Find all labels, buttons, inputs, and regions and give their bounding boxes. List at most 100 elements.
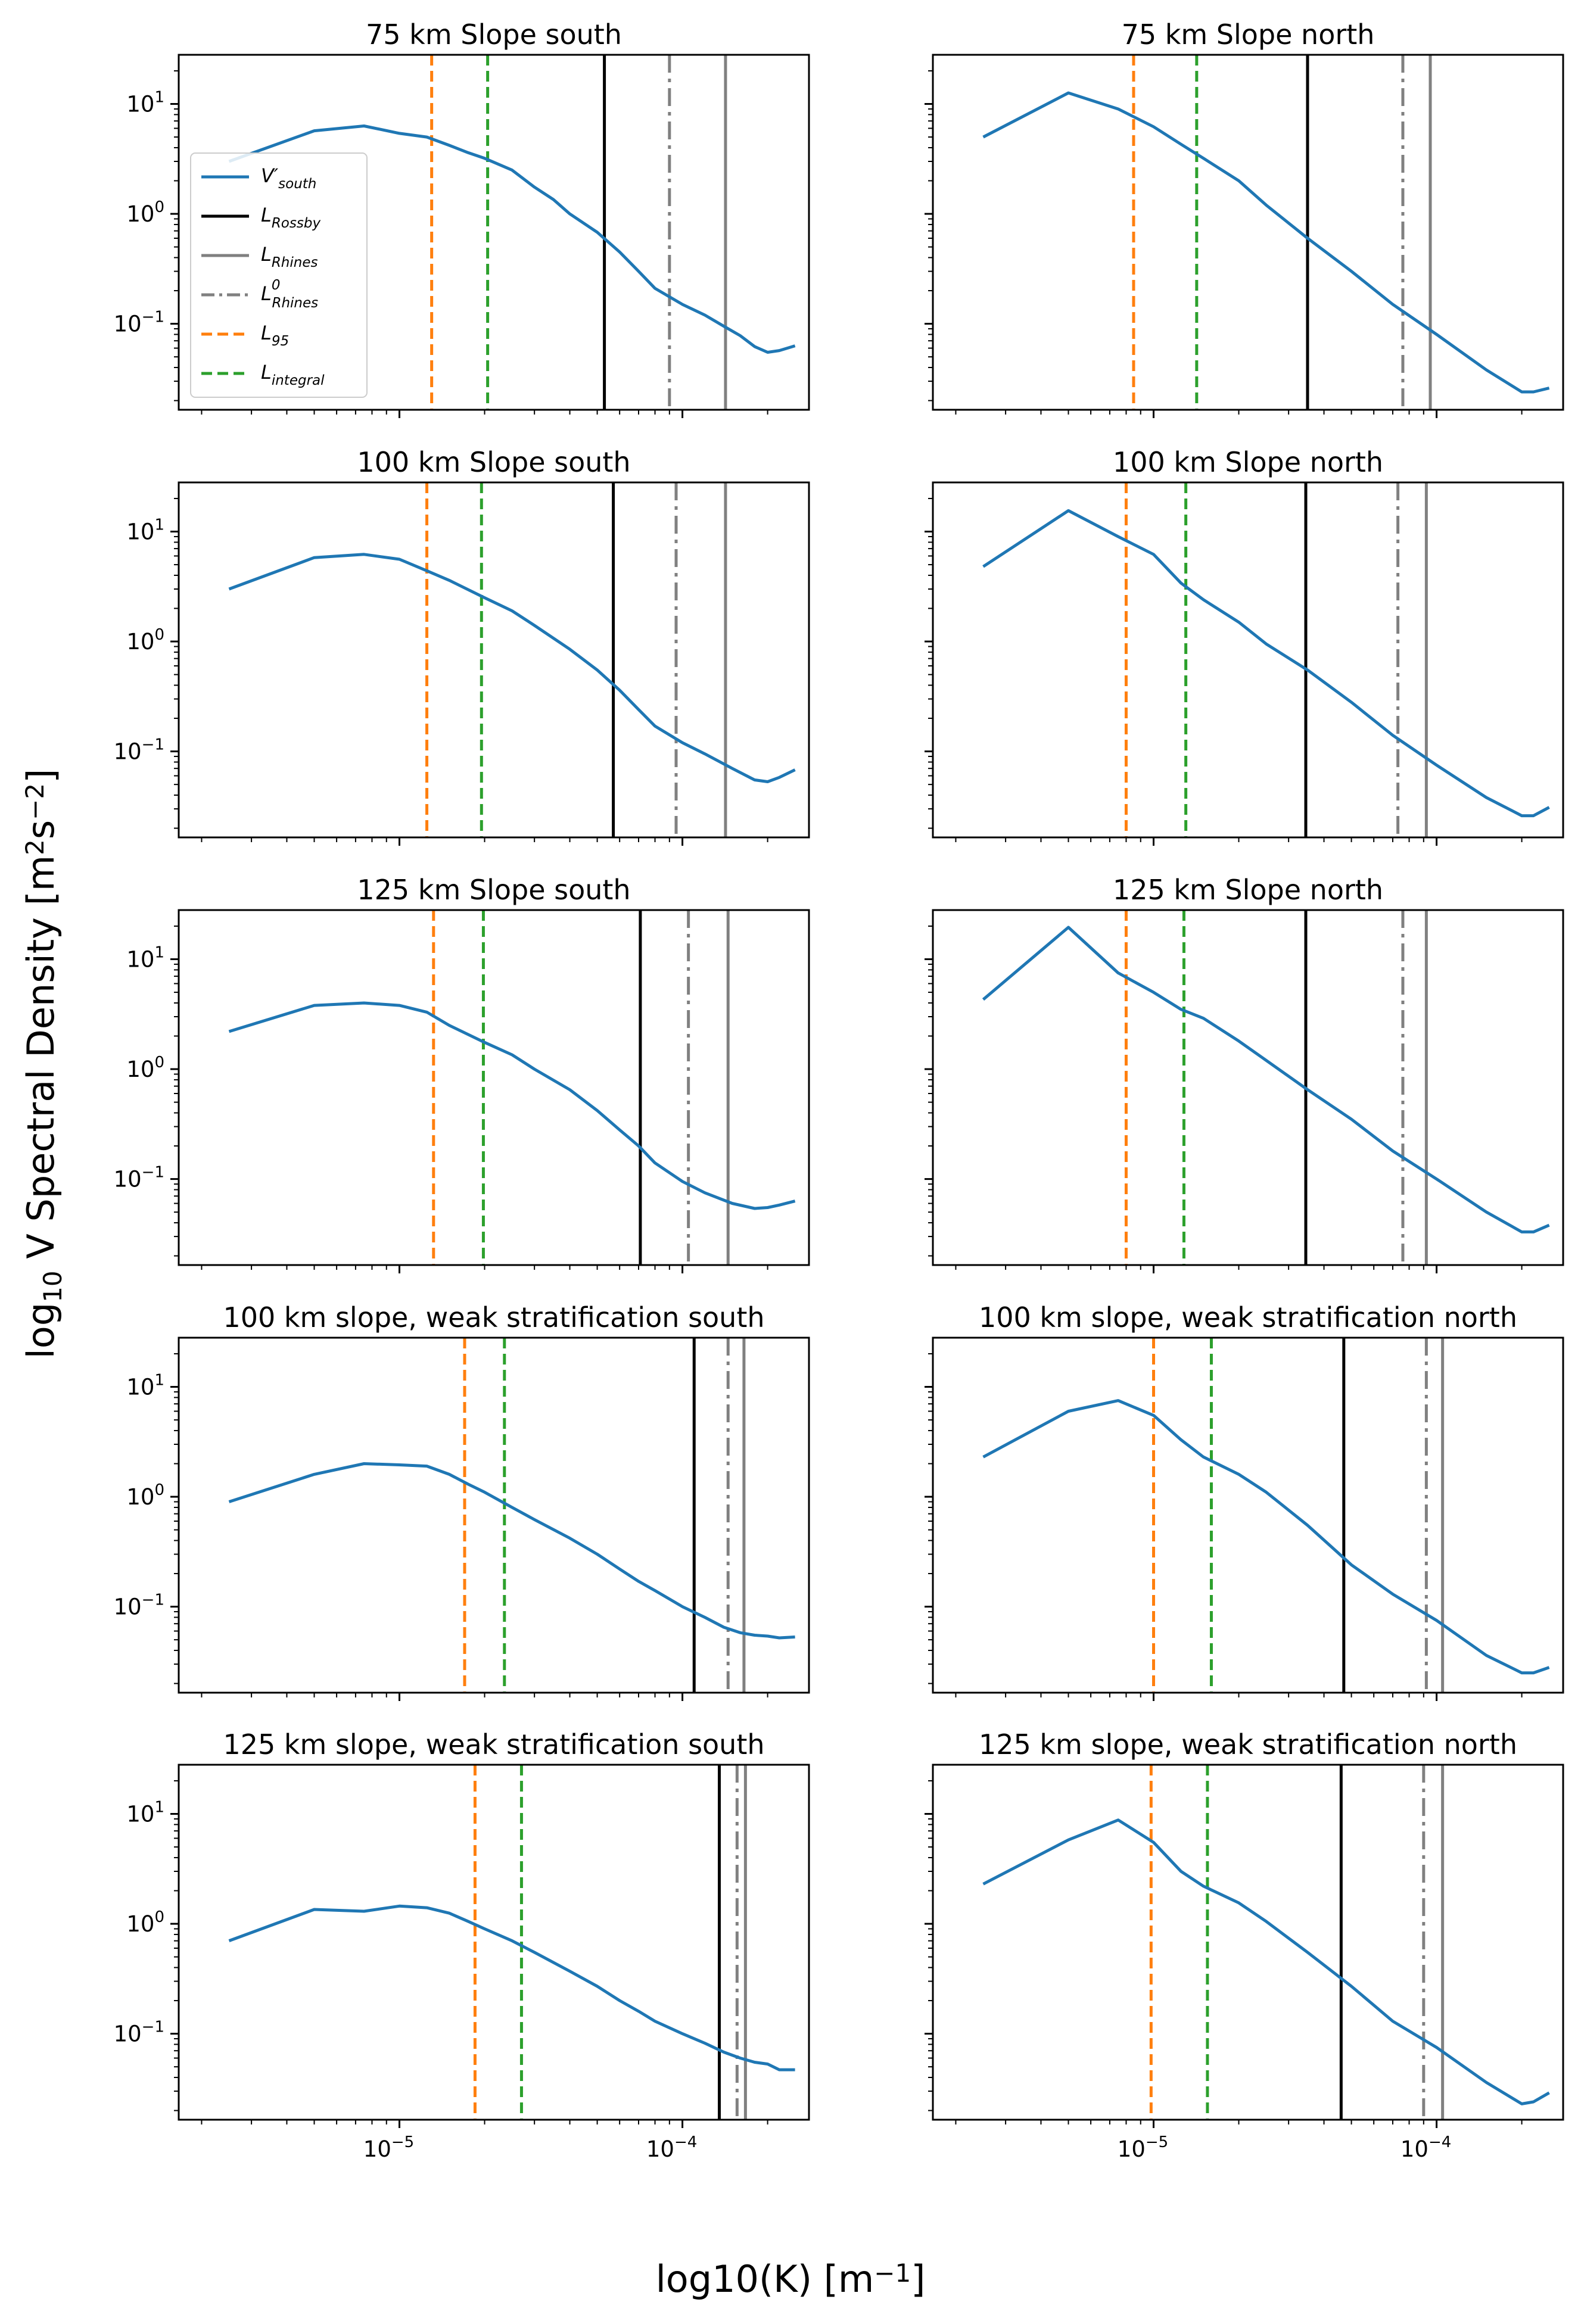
y-label-log: log xyxy=(19,1303,63,1359)
x-tick-label-base: 10 xyxy=(646,2136,674,2162)
y-tick-label-exp: −1 xyxy=(142,1591,164,1609)
legend-label: V′south xyxy=(261,164,316,192)
y-tick-label: 101 xyxy=(126,1372,164,1400)
series-line-vsouth xyxy=(228,124,796,354)
x-label-main: log10(K) [m xyxy=(656,2257,874,2301)
y-label-end: ] xyxy=(19,769,63,783)
y-tick-label-exp: 1 xyxy=(154,944,164,962)
x-tick-label-exp: −5 xyxy=(1146,2133,1168,2151)
subplot-6: 125 km Slope north xyxy=(925,874,1564,1273)
y-tick-label-base: 10 xyxy=(114,311,142,337)
legend-label: LRossby xyxy=(261,204,320,231)
y-tick-label-base: 10 xyxy=(126,1802,154,1827)
y-tick-label-exp: 1 xyxy=(154,89,164,107)
series-line-vsouth xyxy=(228,1001,796,1210)
legend-label-sub: integral xyxy=(272,373,325,388)
y-tick-label-exp: 0 xyxy=(154,626,164,644)
legend-label-base: V′ xyxy=(261,164,279,187)
legend-label: LRhines xyxy=(261,243,318,270)
axes-frame xyxy=(932,1764,1564,2121)
y-tick-label-exp: 0 xyxy=(154,1908,164,1926)
y-tick-label-base: 10 xyxy=(126,1375,154,1400)
y-tick-label-base: 10 xyxy=(114,739,142,765)
subplot-9: 125 km slope, weak stratification south 1… xyxy=(114,1728,810,2162)
legend-label-base: L xyxy=(261,361,272,384)
y-label-sup1: 2 xyxy=(20,839,49,855)
subplot-2: 75 km Slope north xyxy=(925,18,1564,418)
y-tick-label-exp: 0 xyxy=(154,1054,164,1071)
y-tick-label-exp: 0 xyxy=(154,198,164,216)
y-tick-label-base: 10 xyxy=(126,201,154,227)
x-tick-label: 10−5 xyxy=(1118,2133,1168,2162)
series-line-vsouth xyxy=(982,1818,1550,2105)
series-line-vsouth xyxy=(982,509,1550,818)
y-tick-label: 100 xyxy=(126,1054,164,1082)
y-tick-label-exp: −1 xyxy=(142,309,164,326)
y-tick-label-base: 10 xyxy=(126,629,154,655)
x-tick-label: 10−4 xyxy=(1401,2133,1451,2162)
x-label-end: ] xyxy=(911,2257,925,2301)
legend-label: L95 xyxy=(261,322,289,349)
x-tick-label-exp: −4 xyxy=(674,2133,697,2151)
y-tick-label-base: 10 xyxy=(126,519,154,545)
y-tick-label: 10−1 xyxy=(114,309,164,337)
subplot-title: 100 km slope, weak stratification south xyxy=(223,1301,764,1334)
x-tick-label-exp: −5 xyxy=(391,2133,414,2151)
y-label-log-sub: 10 xyxy=(38,1270,67,1302)
legend-label-sub: Rhines xyxy=(272,255,318,270)
x-axis-label: log10(K) [m−1] xyxy=(656,2257,926,2301)
axes-frame xyxy=(932,909,1564,1266)
y-tick-label-exp: 0 xyxy=(154,1481,164,1499)
y-tick-label-base: 10 xyxy=(126,1484,154,1510)
x-tick-label-base: 10 xyxy=(1401,2136,1428,2162)
subplot-title: 75 km Slope south xyxy=(366,18,622,51)
legend-label-sub: south xyxy=(278,176,316,192)
y-label-main: V Spectral Density [m xyxy=(19,855,63,1271)
subplot-title: 75 km Slope north xyxy=(1122,18,1375,51)
subplot-4: 100 km Slope north xyxy=(925,446,1564,846)
axes-frame xyxy=(932,481,1564,839)
x-tick-label: 10−5 xyxy=(363,2133,414,2162)
y-tick-label-exp: −1 xyxy=(142,2018,164,2036)
series-line-vsouth xyxy=(982,91,1550,394)
axes-frame xyxy=(178,1337,810,1694)
y-tick-label: 101 xyxy=(126,1799,164,1827)
y-label-sup2: −2 xyxy=(20,783,49,820)
legend-box xyxy=(190,152,368,398)
axes-frame xyxy=(178,1764,810,2121)
x-label-sup: −1 xyxy=(874,2258,911,2288)
x-tick-label-base: 10 xyxy=(1118,2136,1146,2162)
series-line-vsouth xyxy=(228,1904,795,2071)
subplot-title: 100 km slope, weak stratification north xyxy=(979,1301,1517,1334)
y-tick-label: 101 xyxy=(126,89,164,117)
series-line-vsouth xyxy=(228,553,796,783)
legend-label-sub: 95 xyxy=(272,334,289,349)
legend-label-base: L xyxy=(261,243,272,266)
legend-label-sub: Rhines xyxy=(272,295,318,311)
y-tick-label: 100 xyxy=(126,626,164,655)
y-tick-label-exp: −1 xyxy=(142,736,164,754)
y-tick-label-base: 10 xyxy=(126,1057,154,1082)
y-axis-label: log10 V Spectral Density [m2s−2] xyxy=(19,769,67,1359)
legend-label-base: L xyxy=(261,282,272,305)
y-tick-label: 100 xyxy=(126,198,164,227)
y-tick-label-base: 10 xyxy=(114,1167,142,1192)
y-tick-label: 100 xyxy=(126,1908,164,1937)
axes-frame xyxy=(932,54,1564,411)
y-tick-label: 10−1 xyxy=(114,2018,164,2047)
y-tick-label-base: 10 xyxy=(126,947,154,973)
y-tick-label: 10−1 xyxy=(114,1164,164,1192)
subplot-title: 100 km Slope south xyxy=(357,446,630,478)
axes-frame xyxy=(178,909,810,1266)
subplot-8: 100 km slope, weak stratification north xyxy=(925,1301,1564,1701)
y-tick-label-base: 10 xyxy=(126,1911,154,1937)
legend-label: L0 Rhines xyxy=(261,278,318,311)
y-tick-label-base: 10 xyxy=(126,92,154,117)
legend-label-base: L xyxy=(261,204,272,226)
subplot-grid: 75 km Slope south10110010−1V′southLRossb… xyxy=(114,18,1564,2162)
x-tick-label-exp: −4 xyxy=(1428,2133,1451,2151)
